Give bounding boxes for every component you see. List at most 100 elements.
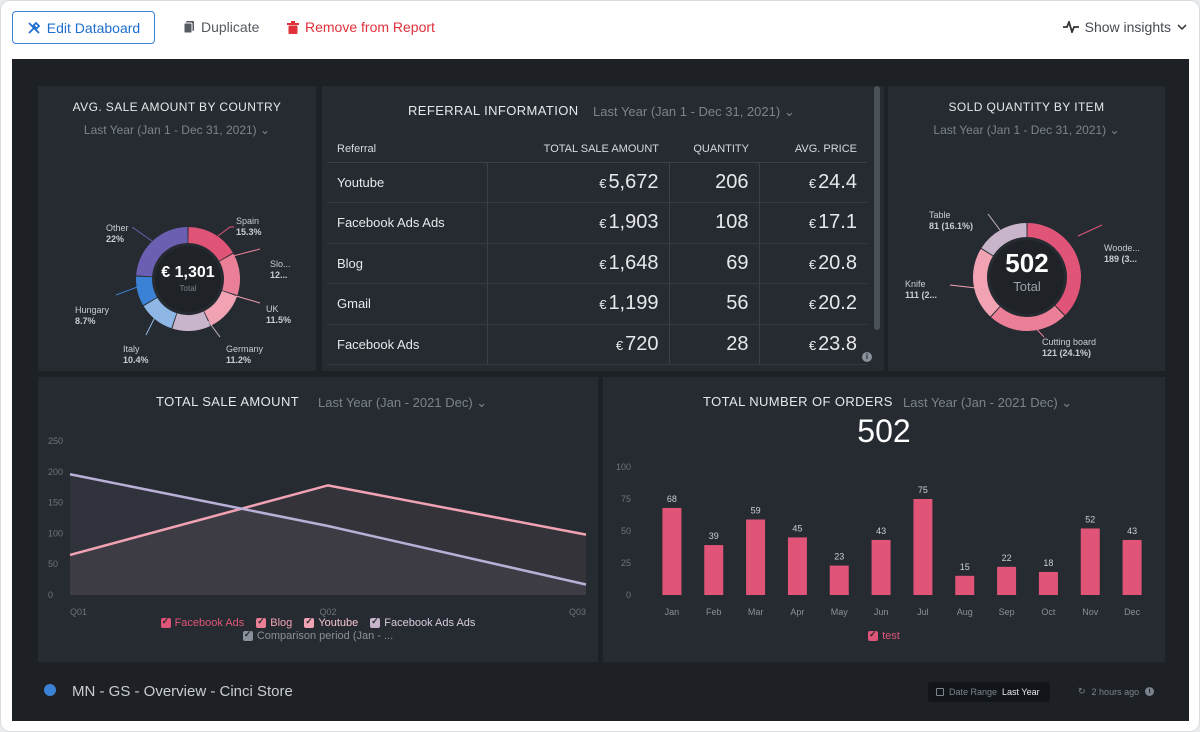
table-row[interactable]: Blog €1,648 69 €20.8 — [327, 243, 867, 284]
cell-value: 23.8 — [818, 332, 857, 355]
bar[interactable] — [787, 537, 807, 595]
donut-slice[interactable] — [188, 227, 233, 261]
bar[interactable] — [871, 539, 891, 595]
column-header[interactable]: AVG. PRICE — [759, 136, 867, 163]
show-insights-button[interactable]: Show insights — [1062, 19, 1187, 35]
widget-avg-sale-by-country[interactable]: AVG. SALE AMOUNT BY COUNTRY Last Year (J… — [38, 86, 316, 371]
bar-value-label: 59 — [751, 505, 761, 515]
y-tick-label: 100 — [48, 528, 63, 538]
legend-value: 81 (16.1%) — [929, 221, 973, 231]
widget-total-number-of-orders[interactable]: TOTAL NUMBER OF ORDERS Last Year (Jan - … — [603, 377, 1165, 662]
bar-value-label: 68 — [667, 494, 677, 504]
info-icon[interactable]: i — [1145, 687, 1155, 696]
widget-total-sale-amount[interactable]: TOTAL SALE AMOUNT Last Year (Jan - 2021 … — [38, 377, 598, 662]
legend-item[interactable]: Facebook Ads — [160, 616, 244, 629]
table-row[interactable]: Facebook Ads €720 28 €23.8 — [327, 324, 867, 365]
period-label: Last Year (Jan - 2021 Dec) — [318, 395, 473, 410]
last-updated: ↻ 2 hours ago i — [1078, 686, 1155, 697]
quantity-cell: 108 — [668, 202, 759, 244]
checkbox-icon — [370, 616, 381, 628]
bar-chart: 0 25 50 75 100 68 Jan 39 Feb 59 Mar 45 Apr 23 May 43 Jun… — [616, 462, 1142, 617]
bar[interactable] — [746, 519, 766, 595]
legend-item[interactable]: test — [868, 629, 900, 642]
donut-center-value: 502 — [1005, 248, 1048, 278]
donut-slice[interactable] — [204, 290, 238, 326]
donut-slice[interactable] — [991, 305, 1065, 331]
info-icon[interactable]: i — [862, 352, 872, 362]
period-selector[interactable]: Last Year (Jan 1 - Dec 31, 2021) ⌄ — [593, 104, 795, 120]
bar[interactable] — [955, 575, 975, 595]
x-tick-label: Apr — [790, 607, 804, 617]
bar[interactable] — [997, 566, 1017, 595]
x-tick-label: Aug — [957, 607, 973, 617]
x-tick-label: Jul — [917, 607, 929, 617]
period-selector[interactable]: Last Year (Jan 1 - Dec 31, 2021) ⌄ — [38, 123, 316, 137]
bar-value-label: 15 — [960, 562, 970, 572]
y-tick-label: 50 — [48, 559, 58, 569]
bar[interactable] — [1080, 528, 1100, 595]
column-header[interactable]: QUANTITY — [669, 136, 759, 163]
bar[interactable] — [1122, 539, 1142, 595]
date-range-badge[interactable]: Date Range Last Year — [928, 682, 1050, 702]
y-tick-label: 50 — [621, 526, 631, 536]
checkbox-icon — [242, 629, 253, 641]
cell-value: 1,648 — [608, 251, 659, 274]
table-row[interactable]: Facebook Ads Ads €1,903 108 €17.1 — [327, 202, 867, 244]
scrollbar[interactable] — [874, 86, 880, 330]
donut-slice[interactable] — [1027, 223, 1081, 316]
x-tick-label: Feb — [706, 607, 722, 617]
duplicate-button[interactable]: Duplicate — [183, 19, 259, 35]
bar[interactable] — [913, 499, 933, 595]
edit-databoard-label: Edit Databoard — [46, 19, 141, 36]
legend-label: Knife — [905, 279, 926, 289]
currency-symbol: € — [808, 216, 817, 232]
cell-value: 720 — [625, 332, 659, 355]
currency-symbol: € — [808, 337, 817, 353]
donut-slice[interactable] — [981, 223, 1027, 256]
quantity-cell: 56 — [668, 283, 759, 325]
currency-symbol: € — [599, 256, 607, 272]
series-line[interactable] — [69, 473, 587, 586]
legend-item[interactable]: Facebook Ads Ads — [370, 616, 475, 629]
period-selector[interactable]: Last Year (Jan 1 - Dec 31, 2021) ⌄ — [888, 123, 1165, 137]
databoard: AVG. SALE AMOUNT BY COUNTRY Last Year (J… — [12, 59, 1189, 721]
donut-slice[interactable] — [973, 248, 1000, 317]
pulse-icon — [1062, 21, 1079, 33]
x-tick-label: Nov — [1082, 607, 1099, 617]
legend-label: Germany — [226, 344, 264, 354]
legend-item[interactable]: Youtube — [304, 616, 358, 629]
legend-value: 189 (3... — [1104, 254, 1137, 264]
total-sale-cell: €720 — [486, 324, 669, 365]
widget-sold-quantity-by-item[interactable]: SOLD QUANTITY BY ITEM Last Year (Jan 1 -… — [888, 86, 1165, 371]
chevron-down-icon: ⌄ — [1061, 395, 1073, 410]
edit-databoard-button[interactable]: Edit Databoard — [12, 11, 155, 44]
remove-from-report-button[interactable]: Remove from Report — [287, 19, 435, 35]
period-selector[interactable]: Last Year (Jan - 2021 Dec) ⌄ — [903, 395, 1072, 411]
donut-slice[interactable] — [219, 253, 241, 296]
bar[interactable] — [704, 545, 724, 595]
legend-label: Blog — [270, 617, 293, 629]
series-line[interactable] — [69, 484, 587, 557]
legend-item[interactable]: Blog — [256, 616, 293, 629]
table-row[interactable]: Gmail €1,199 56 €20.2 — [327, 283, 867, 325]
donut-slice[interactable] — [172, 311, 211, 331]
legend-item[interactable]: Comparison period (Jan - ... — [242, 629, 393, 642]
bar[interactable] — [1038, 571, 1058, 595]
table-row[interactable]: Youtube €5,672 206 €24.4 — [327, 162, 867, 203]
legend-value: 11.5% — [266, 315, 291, 325]
period-selector[interactable]: Last Year (Jan - 2021 Dec) ⌄ — [318, 395, 487, 411]
widget-referral-information[interactable]: REFERRAL INFORMATION Last Year (Jan 1 - … — [322, 86, 884, 371]
checkbox-icon — [868, 629, 879, 641]
legend-label: Table — [929, 210, 951, 220]
cell-value: 1,903 — [608, 211, 659, 234]
donut-slice[interactable] — [136, 227, 188, 277]
cell-value: 24.4 — [818, 170, 857, 193]
donut-hole — [155, 246, 221, 312]
column-header[interactable]: TOTAL SALE AMOUNT — [487, 136, 669, 163]
bar[interactable] — [829, 565, 849, 595]
refresh-icon[interactable]: ↻ — [1078, 686, 1086, 696]
bar[interactable] — [662, 507, 682, 595]
column-header[interactable]: Referral — [327, 136, 487, 163]
donut-slice[interactable] — [143, 297, 177, 329]
donut-slice[interactable] — [136, 276, 157, 306]
